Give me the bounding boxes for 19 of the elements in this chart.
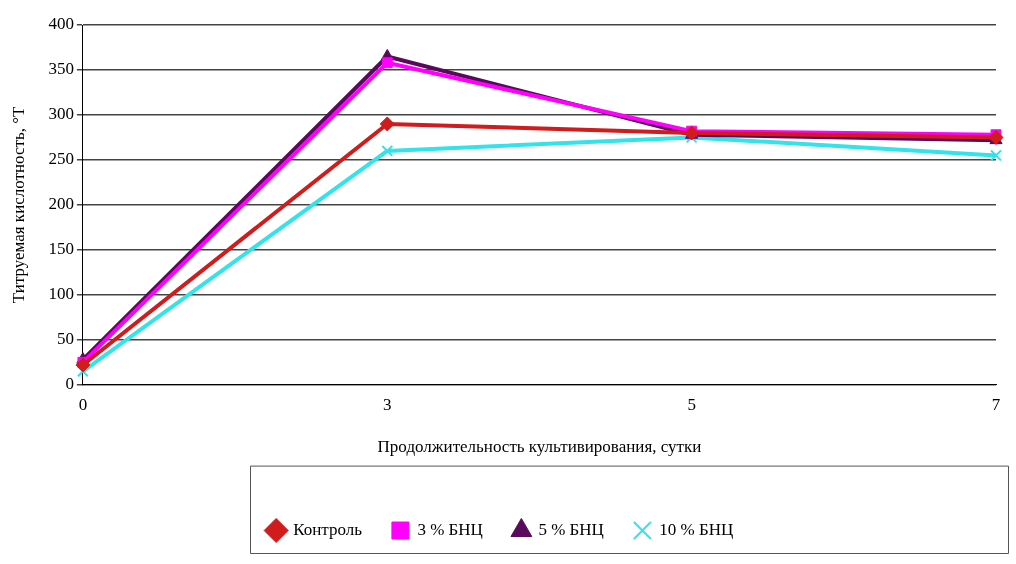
x-tick-label: 5 (687, 395, 696, 415)
y-tick-label: 100 (48, 284, 74, 304)
y-tick-label: 200 (48, 194, 74, 214)
x-tick-label: 0 (78, 395, 88, 415)
y-axis-title: Титруемая кислотность, °Т (8, 106, 28, 304)
y-tick-label: 300 (48, 104, 74, 124)
y-tick-label: 0 (65, 374, 74, 394)
y-tick-label: 50 (56, 329, 74, 349)
legend-label: 5 % БНЦ (538, 519, 604, 539)
x-axis-title: Продолжительность культивирования, сутки (377, 436, 702, 456)
legend-label: Контроль (293, 519, 363, 539)
y-tick-label: 150 (48, 239, 74, 259)
legend-label: 10 % БНЦ (659, 519, 734, 539)
legend-label: 3 % БНЦ (417, 519, 483, 539)
y-tick-label: 400 (48, 14, 74, 34)
y-tick-label: 350 (48, 59, 74, 79)
x-tick-label: 7 (991, 395, 1001, 415)
y-tick-label: 250 (48, 149, 74, 169)
x-tick-label: 3 (383, 395, 392, 415)
